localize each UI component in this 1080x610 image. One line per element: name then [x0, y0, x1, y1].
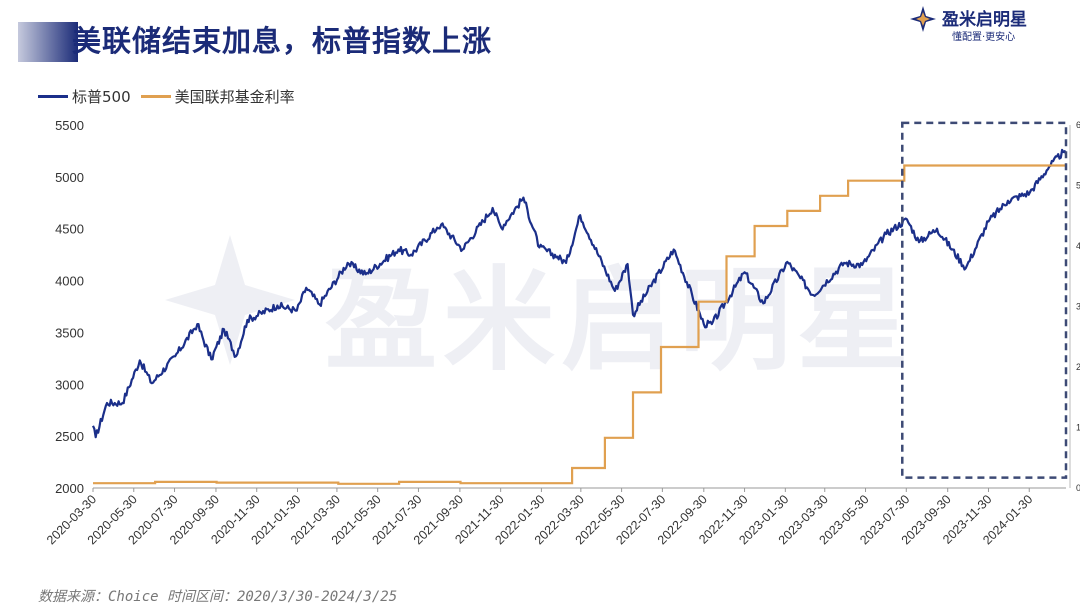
legend-item-fed-rate: 美国联邦基金利率: [140, 86, 295, 107]
highlight-box: [901, 121, 1068, 479]
y-left-tick-label: 5000: [55, 170, 84, 185]
legend-item-sp500: 标普500: [38, 86, 131, 107]
y-right-tick-label: 2: [1076, 362, 1080, 372]
y-left-tick-label: 5500: [55, 118, 84, 133]
y-left-tick-label: 3500: [55, 325, 84, 340]
source-note: 数据来源：Choice 时间区间：2020/3/30-2024/3/25: [38, 589, 398, 605]
y-left-tick-label: 4500: [55, 222, 84, 237]
legend-label-sp500: 标普500: [72, 88, 131, 106]
chart-legend: 标普500 美国联邦基金利率: [38, 86, 305, 107]
y-right-tick-label: 0: [1076, 483, 1080, 493]
logo-slogan: 懂配置·更安心: [952, 32, 1016, 43]
series-line-fed-rate: [93, 164, 1066, 485]
y-left-tick-label: 3000: [55, 377, 84, 392]
y-right-tick-label: 3: [1076, 302, 1080, 312]
series-line-sp500: [91, 148, 1067, 439]
y-left-tick-label: 2500: [55, 429, 84, 444]
y-right-tick-label: 4: [1076, 241, 1080, 251]
legend-swatch-fed-rate: [140, 95, 171, 98]
y-left-tick-label: 2000: [55, 481, 84, 496]
logo-name: 盈米启明星: [942, 10, 1027, 30]
legend-label-fed-rate: 美国联邦基金利率: [174, 88, 295, 106]
star-logo-icon: [910, 6, 936, 32]
y-left-tick-label: 4000: [55, 274, 84, 289]
title-accent-bar: [18, 22, 78, 62]
brand-logo: 盈米启明星 懂配置·更安心: [908, 4, 1058, 44]
y-right-tick-label: 5: [1076, 181, 1080, 191]
page-title: 美联储结束加息，标普指数上涨: [72, 24, 493, 58]
y-right-tick-label: 6: [1076, 120, 1080, 130]
legend-swatch-sp500: [38, 95, 68, 98]
y-right-tick-label: 1: [1076, 423, 1080, 433]
